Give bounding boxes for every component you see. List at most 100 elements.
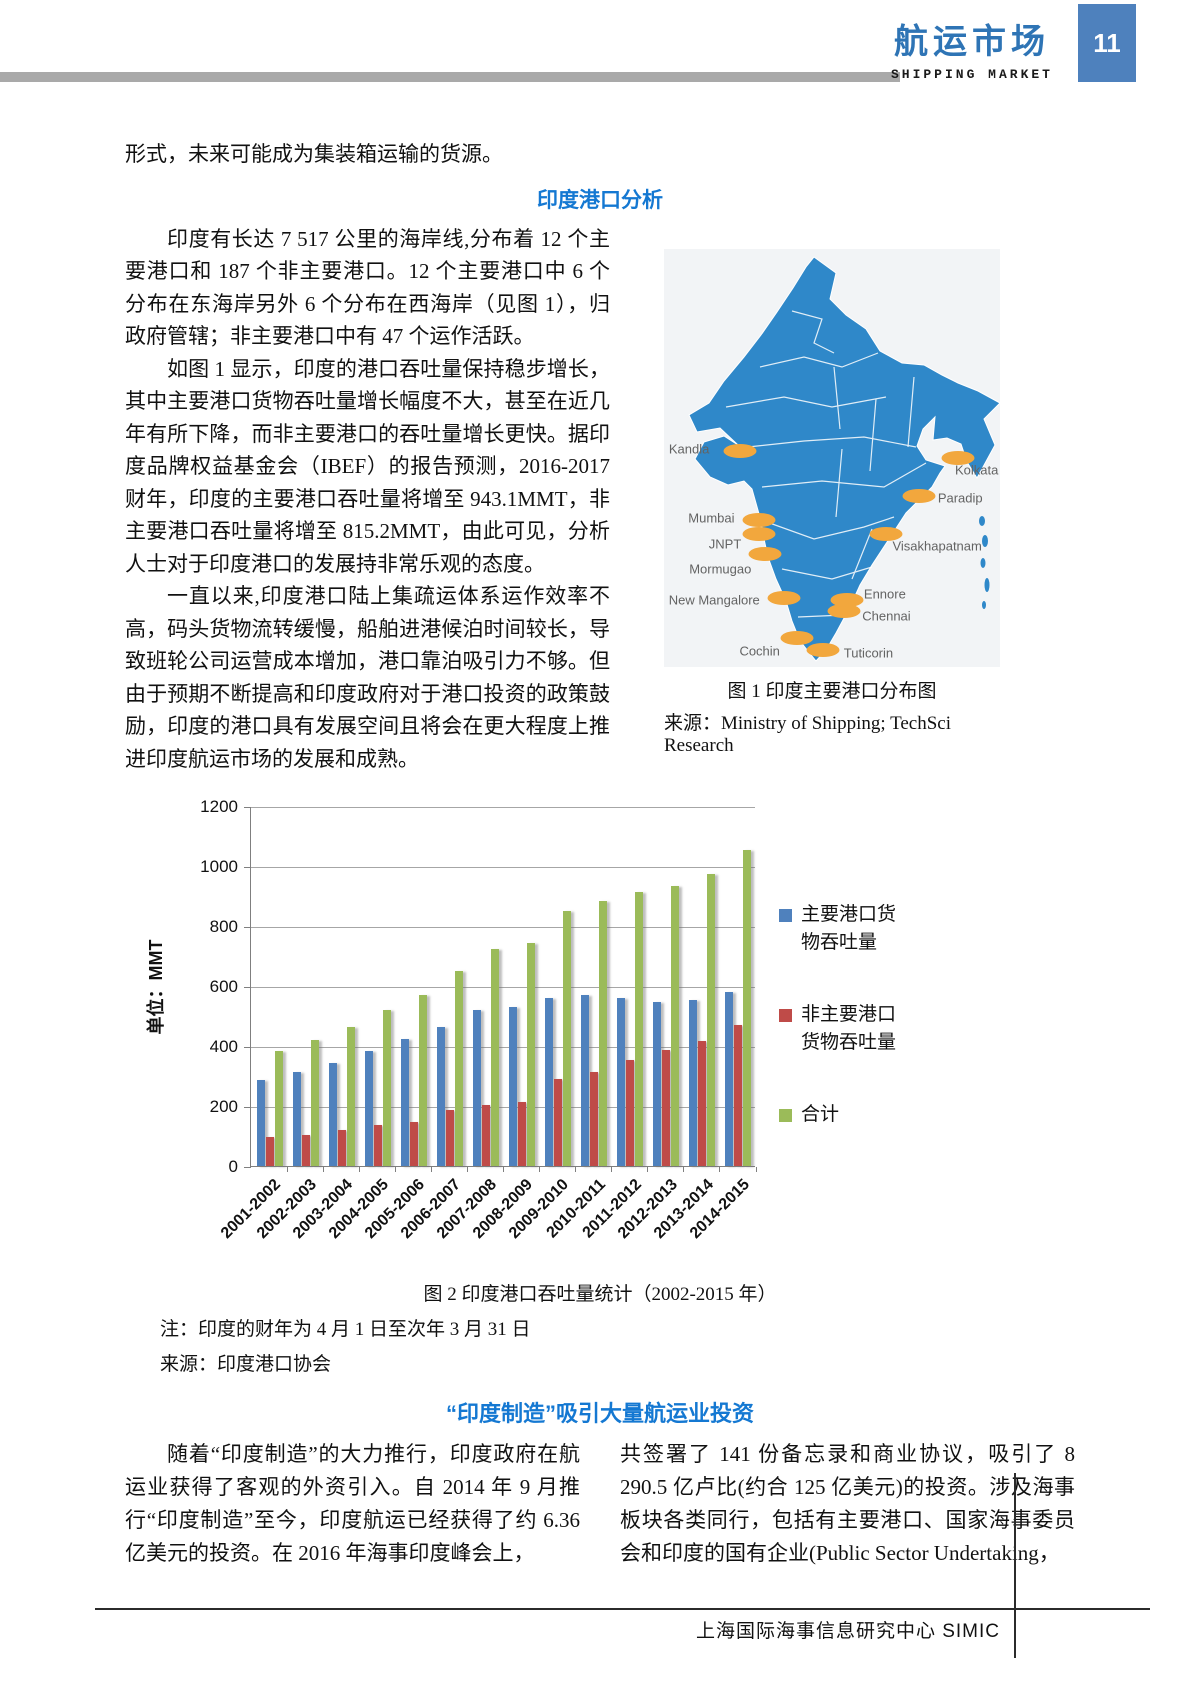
chart-bar	[445, 1110, 454, 1166]
port-label-kandla: Kandla	[668, 441, 710, 457]
chart-bar	[310, 1040, 319, 1166]
chart-bar	[725, 991, 734, 1166]
chart-bar	[545, 997, 554, 1166]
figure-2-note: 注：印度的财年为 4 月 1 日至次年 3 月 31 日	[160, 1319, 531, 1340]
section-heading-make-in-india: “印度制造”吸引大量航运业投资	[445, 1401, 754, 1426]
chart-bar	[590, 1071, 599, 1166]
x-tick-mark	[611, 1167, 613, 1172]
body-text-column: 印度有长达 7 517 公里的海岸线,分布着 12 个主要港口和 187 个非主…	[125, 223, 610, 776]
figure-1-source: 来源：Ministry of Shipping; TechSci Researc…	[664, 712, 952, 756]
gridline	[251, 867, 755, 868]
chart-bar	[265, 1137, 274, 1166]
header-rule-bar	[0, 72, 900, 82]
chart-bar	[734, 1024, 743, 1166]
chart-bar	[635, 892, 644, 1166]
x-tick-mark	[647, 1167, 649, 1172]
india-map: Kandla Mumbai JNPT Mormugao New Mangalore Coc…	[664, 248, 1000, 667]
figure-1-caption: 图 1 印度主要港口分布图	[727, 680, 937, 702]
x-tick-mark	[466, 1167, 468, 1172]
footer-horizontal-rule	[95, 1608, 1150, 1610]
chart-bar	[373, 1124, 382, 1166]
port-marker-tuticorin	[806, 642, 840, 657]
chart-bar	[382, 1009, 391, 1166]
y-tick-mark	[244, 806, 251, 808]
x-tick-mark	[430, 1167, 432, 1172]
footer-vertical-rule	[1014, 1473, 1016, 1658]
left-column-text: 随着“印度制造”的大力推行，印度政府在航运业获得了客观的外资引入。自 2014 …	[125, 1442, 580, 1565]
x-tick-mark	[358, 1167, 360, 1172]
legend-item: 主要港口货物吞吐量	[779, 901, 900, 957]
y-tick-mark	[244, 1046, 251, 1048]
chart-bar	[409, 1122, 418, 1166]
intro-paragraph: 形式，未来可能成为集装箱运输的货源。	[125, 142, 503, 166]
x-tick-mark	[286, 1167, 288, 1172]
port-marker-new-mangalore	[767, 591, 801, 606]
chart-bar	[599, 900, 608, 1166]
chart-bar	[626, 1060, 635, 1166]
chart-bar	[509, 1007, 517, 1166]
chart-bar	[653, 1002, 662, 1166]
port-marker-chennai	[827, 604, 861, 619]
figure-2: 单位：MMT 主要港口货物吞吐量 非主要港口货物吞吐量 合计 0 200 400 600 8…	[125, 797, 1075, 1376]
port-marker-paradip	[902, 489, 936, 504]
port-marker-mumbai	[742, 513, 776, 528]
figure-2-caption: 图 2 印度港口吞吐量统计（2002-2015 年）	[423, 1284, 777, 1305]
chart-bar	[671, 885, 680, 1166]
port-label-cochin: Cochin	[739, 643, 780, 659]
x-tick-mark	[683, 1167, 685, 1172]
legend-item: 合计	[779, 1101, 900, 1129]
x-tick-mark	[539, 1167, 541, 1172]
chart-bar	[490, 949, 499, 1166]
x-tick-mark	[719, 1167, 721, 1172]
chart-bar	[527, 942, 535, 1166]
chart-bar	[400, 1039, 409, 1166]
state-borders	[725, 309, 927, 618]
port-label-tuticorin: Tuticorin	[843, 645, 894, 661]
chart-bar	[472, 1010, 481, 1166]
gridline	[251, 987, 755, 988]
chart-y-axis-label: 单位：MMT	[146, 939, 166, 1034]
figure-2-source: 来源：印度港口协会	[160, 1354, 332, 1375]
port-marker-mormugao	[748, 547, 782, 562]
chart-bar	[274, 1050, 283, 1166]
andaman-islands	[979, 515, 990, 609]
y-tick-label: 400	[209, 1037, 238, 1056]
port-marker-visakhapatnam	[869, 526, 903, 541]
port-marker-ennore	[830, 592, 864, 607]
x-tick-mark	[394, 1167, 396, 1172]
legend-label: 主要港口货物吞吐量	[801, 904, 897, 953]
chart-bar	[581, 995, 590, 1166]
gridline	[251, 1107, 755, 1108]
port-label-chennai: Chennai	[862, 608, 911, 623]
port-label-ennore: Ennore	[863, 586, 906, 602]
y-tick-mark	[244, 1106, 251, 1108]
gridline	[251, 807, 755, 808]
paragraph: 一直以来,印度港口陆上集疏运体系运作效率不高，码头货物流转缓慢，船舶进港候泊时间…	[125, 584, 610, 771]
port-label-visakhapatnam: Visakhapatnam	[892, 538, 982, 554]
two-column-text: 随着“印度制造”的大力推行，印度政府在航运业获得了客观的外资引入。自 2014 …	[125, 1438, 1075, 1570]
gridline	[251, 1047, 755, 1048]
x-tick-mark	[755, 1167, 757, 1172]
y-tick-label: 0	[228, 1157, 238, 1176]
chart-bar	[436, 1026, 445, 1166]
chart-bar	[364, 1050, 373, 1166]
chart-bar	[481, 1104, 490, 1166]
chart-bar	[328, 1062, 337, 1166]
y-tick-label: 1000	[200, 857, 238, 876]
chart-bar	[617, 998, 626, 1166]
text-and-map-columns: 印度有长达 7 517 公里的海岸线,分布着 12 个主要港口和 187 个非主…	[125, 223, 1075, 776]
main-content: 形式，未来可能成为集装箱运输的货源。 印度港口分析 印度有长达 7 517 公里…	[125, 138, 1075, 1570]
port-marker-jnpt	[742, 527, 776, 542]
y-tick-mark	[244, 866, 251, 868]
y-tick-mark	[244, 1166, 251, 1168]
legend-label: 非主要港口货物吞吐量	[801, 1004, 897, 1053]
chart-bar	[518, 1102, 526, 1166]
chart-bar	[346, 1026, 355, 1166]
chart-bar	[707, 874, 716, 1166]
section-heading-india-ports: 印度港口分析	[537, 188, 663, 212]
legend-item: 非主要港口货物吞吐量	[779, 1001, 900, 1057]
port-marker-cochin	[780, 631, 814, 646]
chart-bar	[689, 999, 698, 1166]
x-tick-mark	[503, 1167, 504, 1172]
x-tick-mark	[575, 1167, 577, 1172]
